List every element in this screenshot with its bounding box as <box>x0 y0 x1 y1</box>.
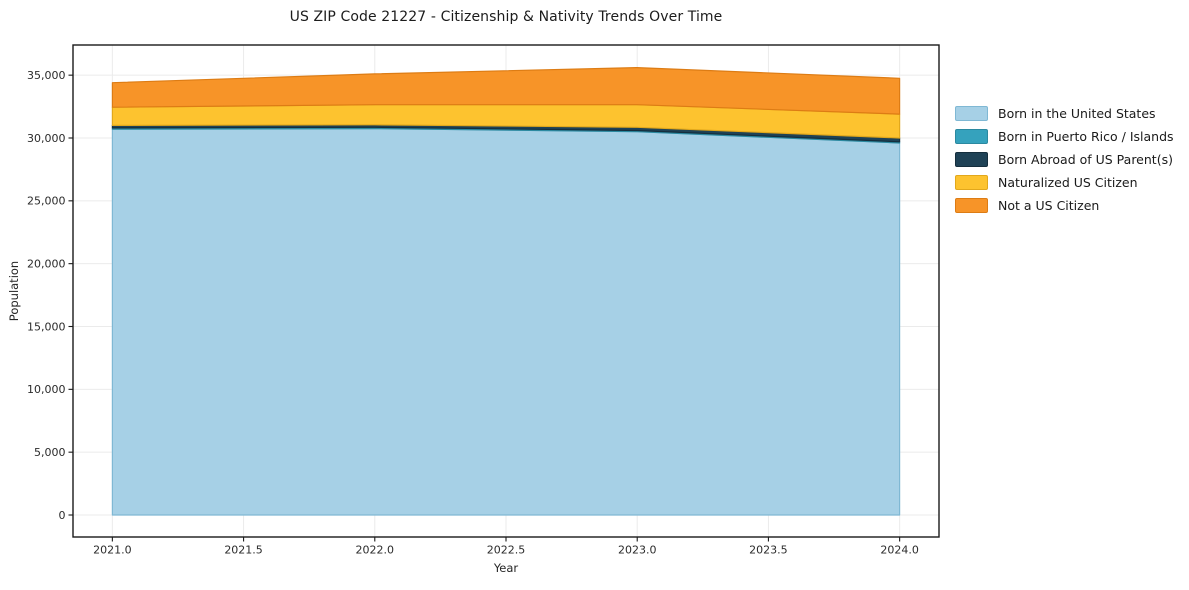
legend-item: Born Abroad of US Parent(s) <box>955 148 1174 171</box>
y-tick-label: 15,000 <box>27 320 66 333</box>
legend-item: Born in Puerto Rico / Islands <box>955 125 1174 148</box>
area-series <box>111 67 901 516</box>
y-tick-label: 10,000 <box>27 383 66 396</box>
legend-swatch-icon <box>955 129 988 144</box>
y-tick-label: 30,000 <box>27 132 66 145</box>
chart-title: US ZIP Code 21227 - Citizenship & Nativi… <box>289 9 723 25</box>
legend-label: Not a US Citizen <box>998 198 1100 213</box>
legend-item: Naturalized US Citizen <box>955 171 1174 194</box>
legend-label: Born in the United States <box>998 106 1156 121</box>
y-axis-label: Population <box>7 260 21 322</box>
y-tick-label: 5,000 <box>34 446 66 459</box>
x-tick-label: 2021.0 <box>93 544 132 557</box>
legend-swatch-icon <box>955 175 988 190</box>
x-tick-label: 2022.0 <box>356 544 395 557</box>
legend-swatch-icon <box>955 152 988 167</box>
legend-label: Born in Puerto Rico / Islands <box>998 129 1174 144</box>
x-axis-label: Year <box>493 561 519 575</box>
legend: Born in the United States Born in Puerto … <box>955 102 1174 217</box>
x-tick-label: 2023.0 <box>618 544 657 557</box>
legend-swatch-icon <box>955 198 988 213</box>
legend-label: Born Abroad of US Parent(s) <box>998 152 1173 167</box>
y-tick-label: 35,000 <box>27 69 66 82</box>
x-tick-label: 2024.0 <box>880 544 919 557</box>
x-tick-label: 2023.5 <box>749 544 788 557</box>
y-tick-label: 20,000 <box>27 257 66 270</box>
axis-tick-labels: 2021.0 2021.5 2022.0 2022.5 2023.0 2023.5 2024… <box>27 69 919 557</box>
x-tick-label: 2022.5 <box>487 544 526 557</box>
area-not-a-us-citizen <box>111 67 901 115</box>
legend-label: Naturalized US Citizen <box>998 175 1138 190</box>
y-tick-label: 25,000 <box>27 195 66 208</box>
area-born-in-the-united-states <box>111 128 901 516</box>
y-tick-label: 0 <box>59 509 66 522</box>
legend-item: Born in the United States <box>955 102 1174 125</box>
legend-item: Not a US Citizen <box>955 194 1174 217</box>
x-tick-label: 2021.5 <box>224 544 263 557</box>
axis-ticks <box>68 74 901 542</box>
legend-swatch-icon <box>955 106 988 121</box>
